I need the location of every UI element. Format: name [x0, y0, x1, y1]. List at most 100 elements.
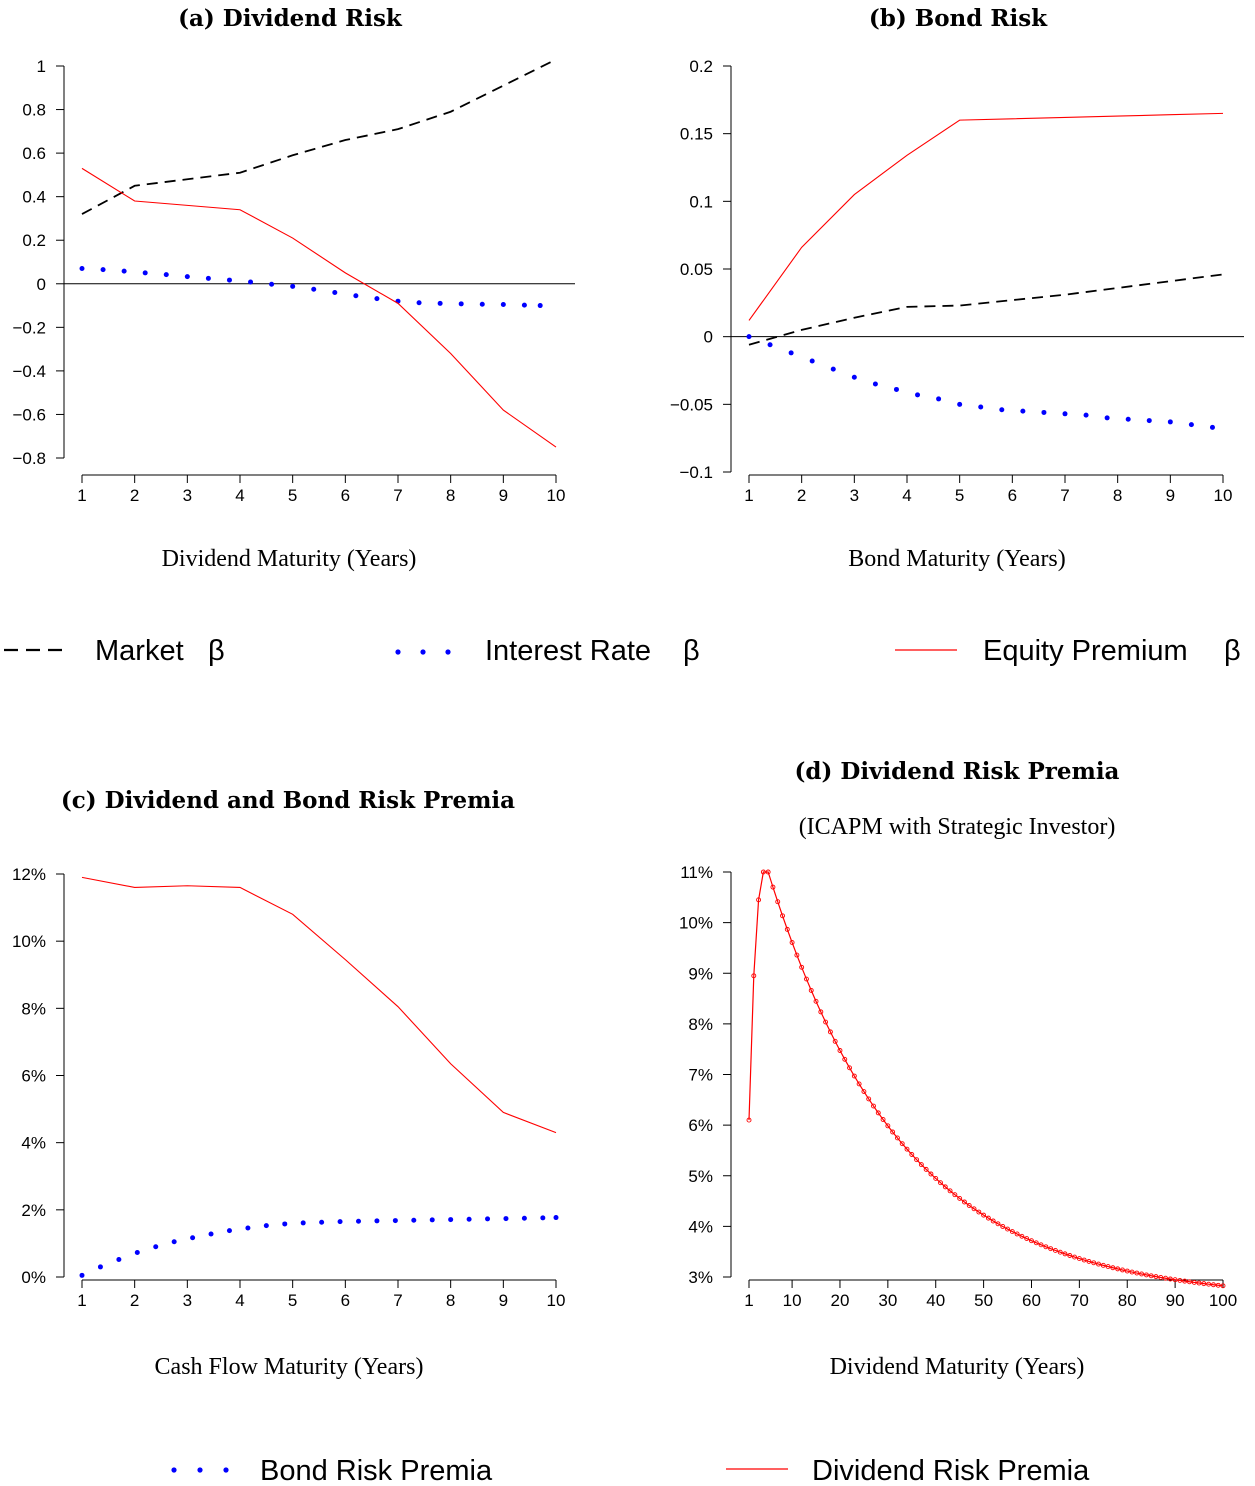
series-bond-point: [190, 1235, 196, 1241]
y-tick-label: 0.1: [689, 192, 713, 211]
series-dividend-marker: [966, 1203, 972, 1208]
x-tick-label: 60: [1022, 1291, 1041, 1310]
series-interest-point: [479, 301, 485, 307]
series-dividend-marker: [823, 1019, 829, 1025]
series-dividend-marker: [1201, 1281, 1207, 1287]
x-tick-label: 3: [850, 486, 859, 505]
x-tick-label: 20: [831, 1291, 850, 1310]
series-interest-point: [915, 392, 921, 398]
y-tick-label: 0.2: [22, 231, 46, 250]
chart-title: (c) Dividend and Bond Risk Premia: [61, 787, 515, 814]
series-dividend-marker: [746, 1117, 752, 1123]
legend-top: Market β Interest Rate β Equity Premium …: [4, 635, 1241, 667]
series-dividend-marker: [933, 1175, 939, 1181]
series-interest-point: [936, 396, 942, 402]
legend-swatch-dot: [171, 1467, 177, 1473]
y-tick-label: −0.6: [12, 405, 46, 424]
series-interest-point: [999, 407, 1005, 413]
x-tick-label: 80: [1118, 1291, 1137, 1310]
series-dividend-marker: [1177, 1277, 1183, 1283]
legend-beta-interest-rate: β: [683, 635, 700, 667]
y-tick-label: 0.05: [680, 260, 713, 279]
series-dividend-marker: [1172, 1277, 1178, 1283]
series-interest-point: [184, 274, 190, 280]
series-bond-point: [521, 1215, 527, 1221]
series-bond-point: [134, 1249, 140, 1255]
series-interest-point: [332, 289, 338, 295]
y-tick-label: 12%: [12, 865, 46, 884]
y-tick-label: 10%: [12, 932, 46, 951]
series-dividend-marker: [780, 913, 785, 919]
x-tick-label: 10: [1214, 486, 1233, 505]
series-bond-point: [448, 1217, 454, 1223]
series-dividend-marker: [1139, 1271, 1145, 1277]
legend-label-market: Market: [95, 635, 184, 667]
series-interest-point: [205, 275, 211, 281]
series-dividend-marker: [1043, 1244, 1049, 1250]
x-tick-label: 5: [288, 1291, 297, 1310]
x-tick-label: 8: [1113, 486, 1122, 505]
series-interest-point: [978, 404, 984, 410]
series-interest-point: [872, 381, 878, 387]
series-dividend-marker: [1081, 1257, 1087, 1263]
series-bond-point: [116, 1257, 122, 1263]
panel-c-dividend-bond-risk-premia: (c) Dividend and Bond Risk Premia Cash Fl…: [12, 787, 565, 1380]
series-dividend-marker: [1033, 1240, 1039, 1246]
series-bond-point: [79, 1272, 85, 1278]
series-dividend-marker: [1158, 1274, 1164, 1280]
legend-label-equity-premium: Equity Premium: [983, 635, 1188, 667]
series-bond-point: [466, 1216, 472, 1222]
series-dividend-marker: [894, 1135, 900, 1141]
series-dividend-marker: [899, 1141, 905, 1147]
x-tick-label: 2: [797, 486, 806, 505]
series-dividend-marker: [1210, 1282, 1216, 1288]
series-dividend-marker: [1129, 1269, 1135, 1275]
series-bond-point: [97, 1264, 103, 1270]
series-dividend-marker: [990, 1218, 996, 1224]
x-tick-label: 50: [974, 1291, 993, 1310]
series-bond-point: [374, 1218, 380, 1224]
legend-swatch-dot: [420, 649, 426, 655]
y-tick-label: 3%: [688, 1268, 713, 1287]
legend-swatch-dot: [223, 1467, 229, 1473]
series-dividend-marker: [813, 998, 819, 1004]
y-tick-label: 4%: [688, 1217, 713, 1236]
series-interest-point: [746, 334, 752, 340]
series-dividend-marker: [1163, 1275, 1168, 1281]
x-tick-label: 7: [393, 486, 402, 505]
chart-title: (d) Dividend Risk Premia: [795, 758, 1120, 785]
series-dividend-marker: [1148, 1273, 1154, 1279]
x-tick-label: 3: [183, 486, 192, 505]
series-bond-point: [485, 1216, 491, 1222]
series-dividend-marker: [918, 1162, 924, 1168]
series-dividend-marker: [1014, 1231, 1020, 1237]
series-dividend-marker: [827, 1029, 833, 1035]
y-tick-label: 2%: [21, 1201, 46, 1220]
x-tick-label: 5: [955, 486, 964, 505]
x-tick-label: 1: [744, 486, 753, 505]
y-tick-label: 0.2: [689, 57, 713, 76]
series-bond-point: [392, 1218, 398, 1224]
panel-d-dividend-risk-premia: (d) Dividend Risk Premia (ICAPM with Stra…: [679, 758, 1237, 1380]
series-dividend-marker: [1086, 1258, 1092, 1264]
y-tick-label: 9%: [688, 964, 713, 983]
series-dividend-marker: [1019, 1233, 1025, 1239]
series-dividend-marker: [1091, 1260, 1097, 1266]
series-interest-point: [809, 358, 815, 364]
panel-a-dividend-risk: (a) Dividend Risk Dividend Maturity (Year…: [12, 5, 575, 572]
x-tick-label: 4: [235, 486, 244, 505]
x-tick-label: 1: [744, 1291, 753, 1310]
series-dividend-marker: [851, 1073, 857, 1079]
series-dividend-marker: [1187, 1279, 1192, 1285]
series-interest-point: [767, 342, 773, 348]
y-tick-label: 7%: [688, 1066, 713, 1085]
x-tick-label: 8: [446, 1291, 455, 1310]
series-dividend-marker: [923, 1166, 929, 1172]
series-dividend-marker: [775, 899, 781, 905]
series-dividend-marker: [1038, 1242, 1044, 1248]
series-dividend-marker: [804, 976, 809, 982]
series-interest-point: [537, 303, 543, 309]
series-dividend-marker: [947, 1188, 953, 1194]
series-interest-point: [290, 283, 296, 289]
legend-item-dividend-risk-premia: Dividend Risk Premia: [726, 1455, 1090, 1486]
